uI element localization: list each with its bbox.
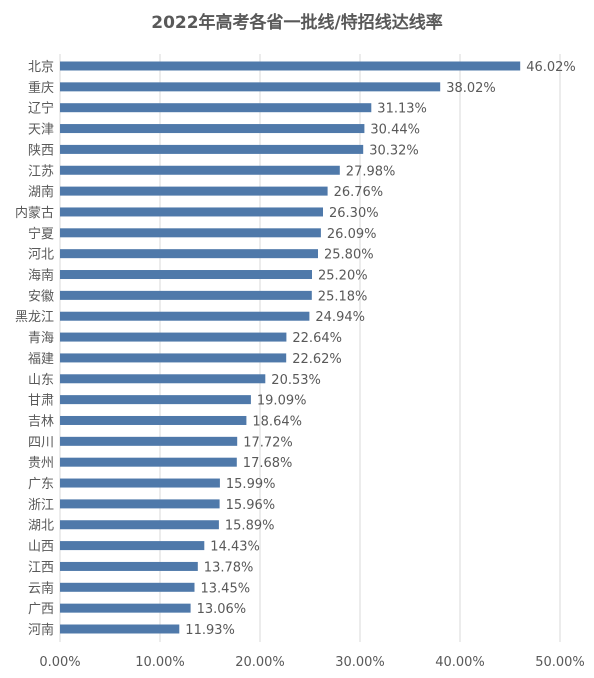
value-label: 25.80% (324, 248, 374, 263)
x-tick-label: 0.00% (39, 655, 80, 670)
x-tick-label: 10.00% (135, 655, 185, 670)
bar (60, 624, 180, 634)
bar (60, 499, 220, 509)
bar (60, 415, 247, 425)
bar (60, 144, 364, 154)
value-label: 31.13% (377, 102, 427, 117)
x-tick-label: 50.00% (535, 655, 585, 670)
value-label: 11.93% (185, 623, 235, 638)
category-label: 甘肃 (28, 394, 54, 409)
value-label: 27.98% (346, 164, 396, 179)
value-label: 14.43% (210, 540, 260, 555)
bar (60, 374, 266, 384)
bar (60, 61, 521, 71)
bar (60, 124, 365, 134)
bar (60, 103, 372, 113)
bar (60, 395, 251, 405)
value-label: 38.02% (446, 81, 496, 96)
x-tick-label: 40.00% (435, 655, 485, 670)
category-label: 黑龙江 (15, 310, 54, 325)
category-label: 北京 (28, 60, 54, 75)
x-tick-label: 30.00% (335, 655, 385, 670)
category-label: 山西 (28, 540, 54, 555)
value-label: 13.06% (197, 602, 247, 617)
category-label: 江苏 (28, 163, 54, 179)
value-label: 22.62% (292, 352, 342, 367)
category-label: 辽宁 (28, 101, 54, 117)
value-label: 30.44% (370, 123, 420, 138)
category-label: 广西 (28, 602, 54, 617)
chart-title: 2022年高考各省一批线/特招线达线率 (151, 13, 443, 33)
bar (60, 228, 321, 238)
value-label: 15.89% (225, 519, 275, 534)
category-label: 海南 (28, 268, 54, 284)
bar (60, 582, 195, 592)
category-label: 青海 (28, 331, 54, 346)
bar (60, 478, 220, 488)
value-label: 24.94% (315, 310, 365, 325)
category-label: 山东 (28, 373, 54, 388)
category-label: 安徽 (28, 289, 54, 304)
value-label: 18.64% (252, 414, 302, 429)
value-label: 15.96% (226, 498, 276, 513)
category-label: 云南 (28, 580, 54, 596)
category-label: 湖北 (28, 519, 54, 534)
bar (60, 353, 287, 363)
category-label: 江西 (28, 560, 54, 575)
bar (60, 207, 323, 217)
x-tick-label: 20.00% (235, 655, 285, 670)
bar (60, 603, 191, 613)
bar (60, 561, 198, 571)
bar (60, 457, 237, 467)
value-label: 13.45% (201, 581, 251, 596)
bar (60, 436, 238, 446)
value-label: 15.99% (226, 477, 276, 492)
value-label: 25.18% (318, 289, 368, 304)
category-label: 吉林 (28, 414, 54, 429)
value-label: 22.64% (292, 331, 342, 346)
value-label: 25.20% (318, 269, 368, 284)
value-label: 26.30% (329, 206, 379, 221)
category-label: 福建 (28, 352, 54, 367)
category-label: 天津 (28, 123, 54, 138)
category-label: 重庆 (28, 80, 54, 96)
category-label: 广东 (28, 477, 54, 492)
category-label: 四川 (28, 435, 54, 450)
category-label: 浙江 (28, 498, 54, 513)
bar (60, 541, 205, 551)
value-label: 17.72% (243, 435, 293, 450)
bar (60, 332, 287, 342)
value-label: 13.78% (204, 560, 254, 575)
value-label: 19.09% (257, 394, 307, 409)
category-label: 贵州 (28, 456, 54, 471)
category-label: 河南 (28, 622, 54, 638)
value-label: 30.32% (369, 143, 419, 158)
bar (60, 249, 318, 259)
category-label: 内蒙古 (15, 205, 54, 221)
bar (60, 311, 310, 321)
category-label: 陕西 (28, 143, 54, 158)
bar (60, 270, 312, 280)
value-label: 26.76% (334, 185, 384, 200)
bar (60, 82, 441, 92)
value-label: 46.02% (526, 60, 576, 75)
category-label: 湖南 (28, 184, 54, 200)
value-label: 26.09% (327, 227, 377, 242)
bar (60, 165, 340, 175)
bar (60, 186, 328, 196)
bar (60, 290, 312, 300)
value-label: 17.68% (243, 456, 293, 471)
value-label: 20.53% (271, 373, 321, 388)
bar (60, 520, 219, 530)
category-label: 宁夏 (28, 226, 54, 242)
category-label: 河北 (28, 248, 54, 263)
